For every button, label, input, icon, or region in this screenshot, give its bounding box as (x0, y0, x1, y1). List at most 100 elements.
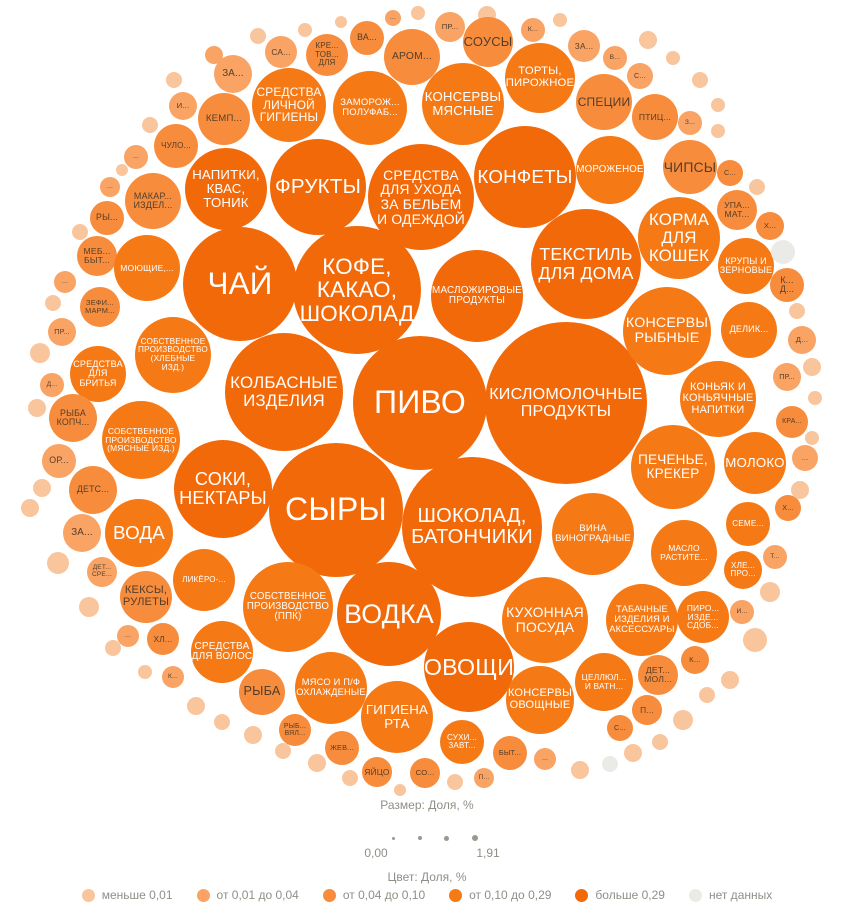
bubble[interactable]: СОБСТВЕННОЕ ПРОИЗВОДСТВО (МЯСНЫЕ ИЗД.) (102, 401, 180, 479)
bubble[interactable]: ПР... (48, 318, 76, 346)
bubble[interactable]: ПР... (435, 12, 465, 42)
bubble[interactable]: ЯЙЦО (362, 757, 392, 787)
bubble[interactable]: ЗЕФИ... МАРМ... (80, 287, 120, 327)
bubble[interactable]: КОНФЕТЫ (474, 126, 576, 228)
bubble[interactable] (47, 552, 69, 574)
bubble[interactable]: Т... (763, 545, 787, 569)
bubble[interactable]: КОРМА ДЛЯ КОШЕК (638, 197, 720, 279)
bubble[interactable] (142, 117, 158, 133)
bubble[interactable] (116, 164, 128, 176)
bubble[interactable]: КОФЕ, КАКАО, ШОКОЛАД (293, 226, 421, 354)
bubble[interactable] (308, 754, 326, 772)
bubble[interactable] (205, 46, 223, 64)
bubble[interactable] (692, 72, 708, 88)
bubble[interactable]: К... (521, 18, 545, 42)
bubble[interactable]: ТОРТЫ, ПИРОЖНОЕ (505, 43, 575, 113)
bubble[interactable]: СОУСЫ (463, 17, 513, 67)
bubble[interactable]: С... (607, 715, 633, 741)
bubble[interactable] (79, 597, 99, 617)
bubble[interactable]: РЫ... (90, 201, 124, 235)
bubble[interactable]: КРЕ... ТОВ... ДЛЯ (306, 34, 348, 76)
bubble[interactable]: И... (730, 600, 754, 624)
bubble[interactable]: МАСЛОЖИРОВЫЕ ПРОДУКТЫ (431, 250, 523, 342)
bubble[interactable] (275, 743, 291, 759)
legend-item[interactable]: меньше 0,01 (81, 888, 173, 902)
bubble[interactable]: ШОКОЛАД, БАТОНЧИКИ (402, 457, 542, 597)
bubble[interactable]: Д... (788, 326, 816, 354)
bubble[interactable] (791, 481, 809, 499)
bubble[interactable] (711, 124, 725, 138)
bubble[interactable] (652, 734, 668, 750)
bubble[interactable] (805, 431, 819, 445)
bubble[interactable] (166, 72, 182, 88)
bubble[interactable] (298, 23, 312, 37)
bubble[interactable] (72, 224, 88, 240)
bubble[interactable] (639, 31, 657, 49)
bubble[interactable] (335, 16, 347, 28)
bubble[interactable] (808, 391, 822, 405)
bubble[interactable] (602, 756, 618, 772)
bubble[interactable]: КУХОННАЯ ПОСУДА (502, 577, 588, 663)
bubble[interactable]: ... (792, 445, 818, 471)
bubble[interactable] (138, 665, 152, 679)
bubble[interactable]: Д... (40, 373, 64, 397)
bubble[interactable]: ЧАЙ (183, 227, 297, 341)
bubble[interactable]: ПЕЧЕНЬЕ, КРЕКЕР (631, 425, 715, 509)
bubble[interactable]: СРЕДСТВА ДЛЯ УХОДА ЗА БЕЛЬЕМ И ОДЕЖДОЙ (368, 144, 474, 250)
bubble[interactable]: КЕКСЫ, РУЛЕТЫ (120, 571, 172, 623)
bubble[interactable] (250, 28, 266, 44)
bubble[interactable] (342, 770, 358, 786)
bubble[interactable]: ОВОЩИ (424, 622, 514, 712)
bubble[interactable]: ТЕКСТИЛЬ ДЛЯ ДОМА (531, 209, 641, 319)
bubble[interactable] (33, 479, 51, 497)
bubble[interactable] (571, 761, 589, 779)
bubble[interactable] (771, 240, 795, 264)
bubble[interactable] (666, 51, 680, 65)
bubble[interactable]: КОЛБАСНЫЕ ИЗДЕЛИЯ (225, 333, 343, 451)
bubble[interactable]: КРУПЫ И ЗЕРНОВЫЕ (718, 238, 774, 294)
bubble[interactable]: Х... (756, 212, 784, 240)
bubble[interactable] (673, 710, 693, 730)
bubble[interactable]: И... (169, 92, 197, 120)
bubble[interactable]: ... (385, 10, 401, 26)
bubble[interactable] (45, 295, 61, 311)
bubble[interactable]: СРЕДСТВА ДЛЯ БРИТЬЯ (70, 346, 126, 402)
bubble[interactable]: СОБСТВЕННОЕ ПРОИЗВОДСТВО (ХЛЕБНЫЕ ИЗД.) (135, 317, 211, 393)
bubble[interactable]: С... (627, 63, 653, 89)
bubble[interactable]: ГИГИЕНА РТА (361, 681, 433, 753)
bubble[interactable]: СО... (410, 758, 440, 788)
bubble[interactable] (749, 179, 765, 195)
bubble[interactable] (553, 13, 567, 27)
bubble[interactable] (803, 358, 821, 376)
bubble[interactable]: ПИВО (353, 336, 487, 470)
bubble[interactable] (699, 687, 715, 703)
bubble[interactable]: ... (117, 625, 139, 647)
bubble[interactable]: ХЛ... (147, 623, 179, 655)
bubble[interactable]: УПА... МАТ... (717, 190, 757, 230)
bubble[interactable]: РЫБА (239, 669, 285, 715)
bubble[interactable]: МОРОЖЕНОЕ (576, 136, 644, 204)
bubble[interactable]: СЕМЕ... (726, 502, 770, 546)
bubble[interactable]: ДЕЛИК... (721, 302, 777, 358)
bubble[interactable]: МАСЛО РАСТИТЕ... (651, 520, 717, 586)
bubble[interactable]: ЗА... (63, 514, 101, 552)
bubble[interactable]: ВОДКА (337, 562, 441, 666)
legend-item[interactable]: от 0,01 до 0,04 (196, 888, 299, 902)
bubble[interactable]: МОЛОКО (724, 432, 786, 494)
bubble[interactable] (711, 98, 725, 112)
bubble[interactable]: КРА... (776, 406, 808, 438)
bubble[interactable]: СРЕДСТВА ДЛЯ ВОЛОС (191, 621, 253, 683)
bubble[interactable]: ДЕТ... СРЕ... (87, 557, 117, 587)
bubble[interactable]: ВИНА ВИНОГРАДНЫЕ (552, 493, 634, 575)
bubble[interactable]: С... (717, 160, 743, 186)
bubble[interactable]: ВОДА (105, 499, 173, 567)
bubble[interactable] (30, 343, 50, 363)
bubble[interactable]: ... (100, 177, 120, 197)
bubble[interactable]: ОР... (42, 444, 76, 478)
bubble[interactable]: ЧУЛО... (154, 124, 198, 168)
bubble[interactable]: ... (124, 145, 148, 169)
bubble[interactable]: МЕБ... БЫТ... (77, 236, 117, 276)
bubble[interactable]: СЫРЫ (269, 443, 403, 577)
bubble[interactable]: КОНСЕРВЫ ОВОЩНЫЕ (506, 666, 574, 734)
bubble[interactable]: ФРУКТЫ (270, 139, 366, 235)
